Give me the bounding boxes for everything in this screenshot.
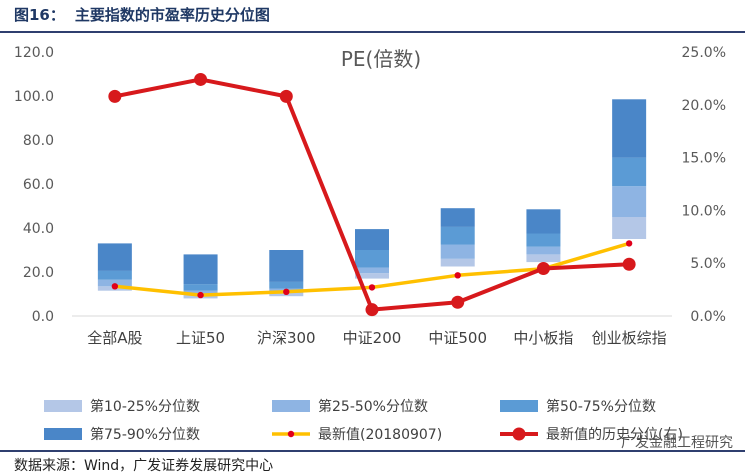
y-left-tick-label: 120.0 (14, 45, 54, 61)
top-rule (0, 31, 745, 33)
y-right-tick-label: 5.0% (690, 256, 726, 272)
y-left-tick-label: 80.0 (23, 133, 54, 149)
legend-marker (287, 430, 295, 438)
category-label: 沪深300 (257, 329, 316, 347)
band-50-75-segment (612, 157, 647, 187)
band-75-90-segment (183, 254, 218, 285)
percentile-point (279, 89, 293, 103)
legend-label: 第10-25%分位数 (90, 398, 200, 415)
y-left-tick-label: 20.0 (23, 265, 54, 281)
latest-value-point (454, 272, 461, 279)
latest-value-point (197, 291, 204, 299)
legend-swatch (44, 400, 82, 412)
y-left-tick-label: 60.0 (23, 177, 54, 193)
latest-value-point (625, 240, 633, 247)
latest-value-point (283, 288, 290, 295)
legend-label: 第75-90%分位数 (90, 426, 200, 443)
percentile-bands (97, 99, 647, 299)
watermark: 广发金融工程研究 (621, 435, 733, 451)
band-75-90-segment (269, 250, 304, 282)
category-label: 创业板综指 (592, 329, 667, 347)
category-label: 上证50 (176, 329, 225, 347)
legend-marker (512, 427, 526, 441)
category-label: 中证200 (343, 329, 402, 347)
band-25-50-segment (97, 279, 132, 287)
series-lines (108, 72, 636, 317)
percentile-point (622, 257, 636, 271)
band-50-75-segment (183, 284, 218, 291)
legend-label: 第25-50%分位数 (318, 398, 428, 415)
y-right-tick-label: 20.0% (682, 98, 726, 114)
legend-label: 第50-75%分位数 (546, 398, 656, 415)
y-right-tick-label: 0.0% (690, 309, 726, 325)
band-50-75-segment (440, 226, 475, 245)
y-right-tick-label: 25.0% (682, 45, 726, 61)
figure-title: 图16： 主要指数的市盈率历史分位图 (14, 4, 270, 25)
y-right-tick-label: 15.0% (682, 151, 726, 167)
band-50-75-segment (526, 233, 561, 247)
band-75-90-segment (612, 99, 647, 158)
band-75-90-segment (355, 229, 389, 250)
band-25-50-segment (526, 246, 561, 255)
percentile-point (536, 261, 550, 275)
figure-label: 图16： (14, 6, 65, 24)
band-10-25-segment (526, 254, 561, 263)
latest-value-point (111, 283, 119, 290)
y-right-axis: 0.0% 5.0% 10.0% 15.0% 20.0% 25.0% (682, 45, 726, 325)
y-right-tick-label: 10.0% (682, 203, 726, 219)
legend: 第10-25%分位数 第25-50%分位数 第50-75%分位数第75-90%分位数… (44, 398, 683, 443)
percentile-point (108, 89, 122, 103)
y-left-axis: 0.0 20.0 40.0 60.0 80.0 100.0 120.0 (14, 45, 54, 325)
y-left-tick-label: 40.0 (23, 221, 54, 237)
legend-label: 最新值的历史分位(右) (546, 427, 683, 443)
band-25-50-segment (440, 244, 475, 259)
band-50-75-segment (97, 270, 132, 280)
band-75-90-segment (440, 208, 475, 227)
band-10-25-segment (612, 217, 647, 239)
legend-swatch (500, 400, 538, 412)
legend-swatch (272, 400, 310, 412)
band-25-50-segment (612, 186, 647, 217)
y-left-tick-label: 0.0 (32, 309, 54, 325)
band-10-25-segment (440, 258, 475, 267)
source-note: 数据来源：Wind，广发证券发展研究中心 (14, 458, 274, 474)
legend-swatch (44, 428, 82, 440)
legend-label: 最新值(20180907) (318, 427, 442, 443)
latest-value-point (368, 284, 376, 291)
category-label: 全部A股 (87, 329, 142, 347)
category-label: 中小板指 (513, 329, 573, 347)
band-10-25-segment (355, 273, 389, 279)
figure-title-text: 主要指数的市盈率历史分位图 (74, 6, 270, 24)
band-50-75-segment (355, 250, 389, 268)
band-50-75-segment (269, 281, 304, 289)
y-left-tick-label: 100.0 (14, 89, 54, 105)
band-25-50-segment (355, 267, 389, 274)
band-75-90-segment (97, 243, 132, 271)
category-label: 中证500 (428, 329, 487, 347)
percentile-point (451, 295, 465, 309)
percentile-point (194, 72, 208, 86)
chart-title: PE(倍数) (341, 47, 421, 71)
band-75-90-segment (526, 209, 561, 234)
category-axis: 全部A股 上证50 沪深300 中证200 中证500 中小板指 创业板综指 (87, 329, 666, 347)
bottom-rule (0, 450, 745, 452)
percentile-point (365, 303, 379, 317)
